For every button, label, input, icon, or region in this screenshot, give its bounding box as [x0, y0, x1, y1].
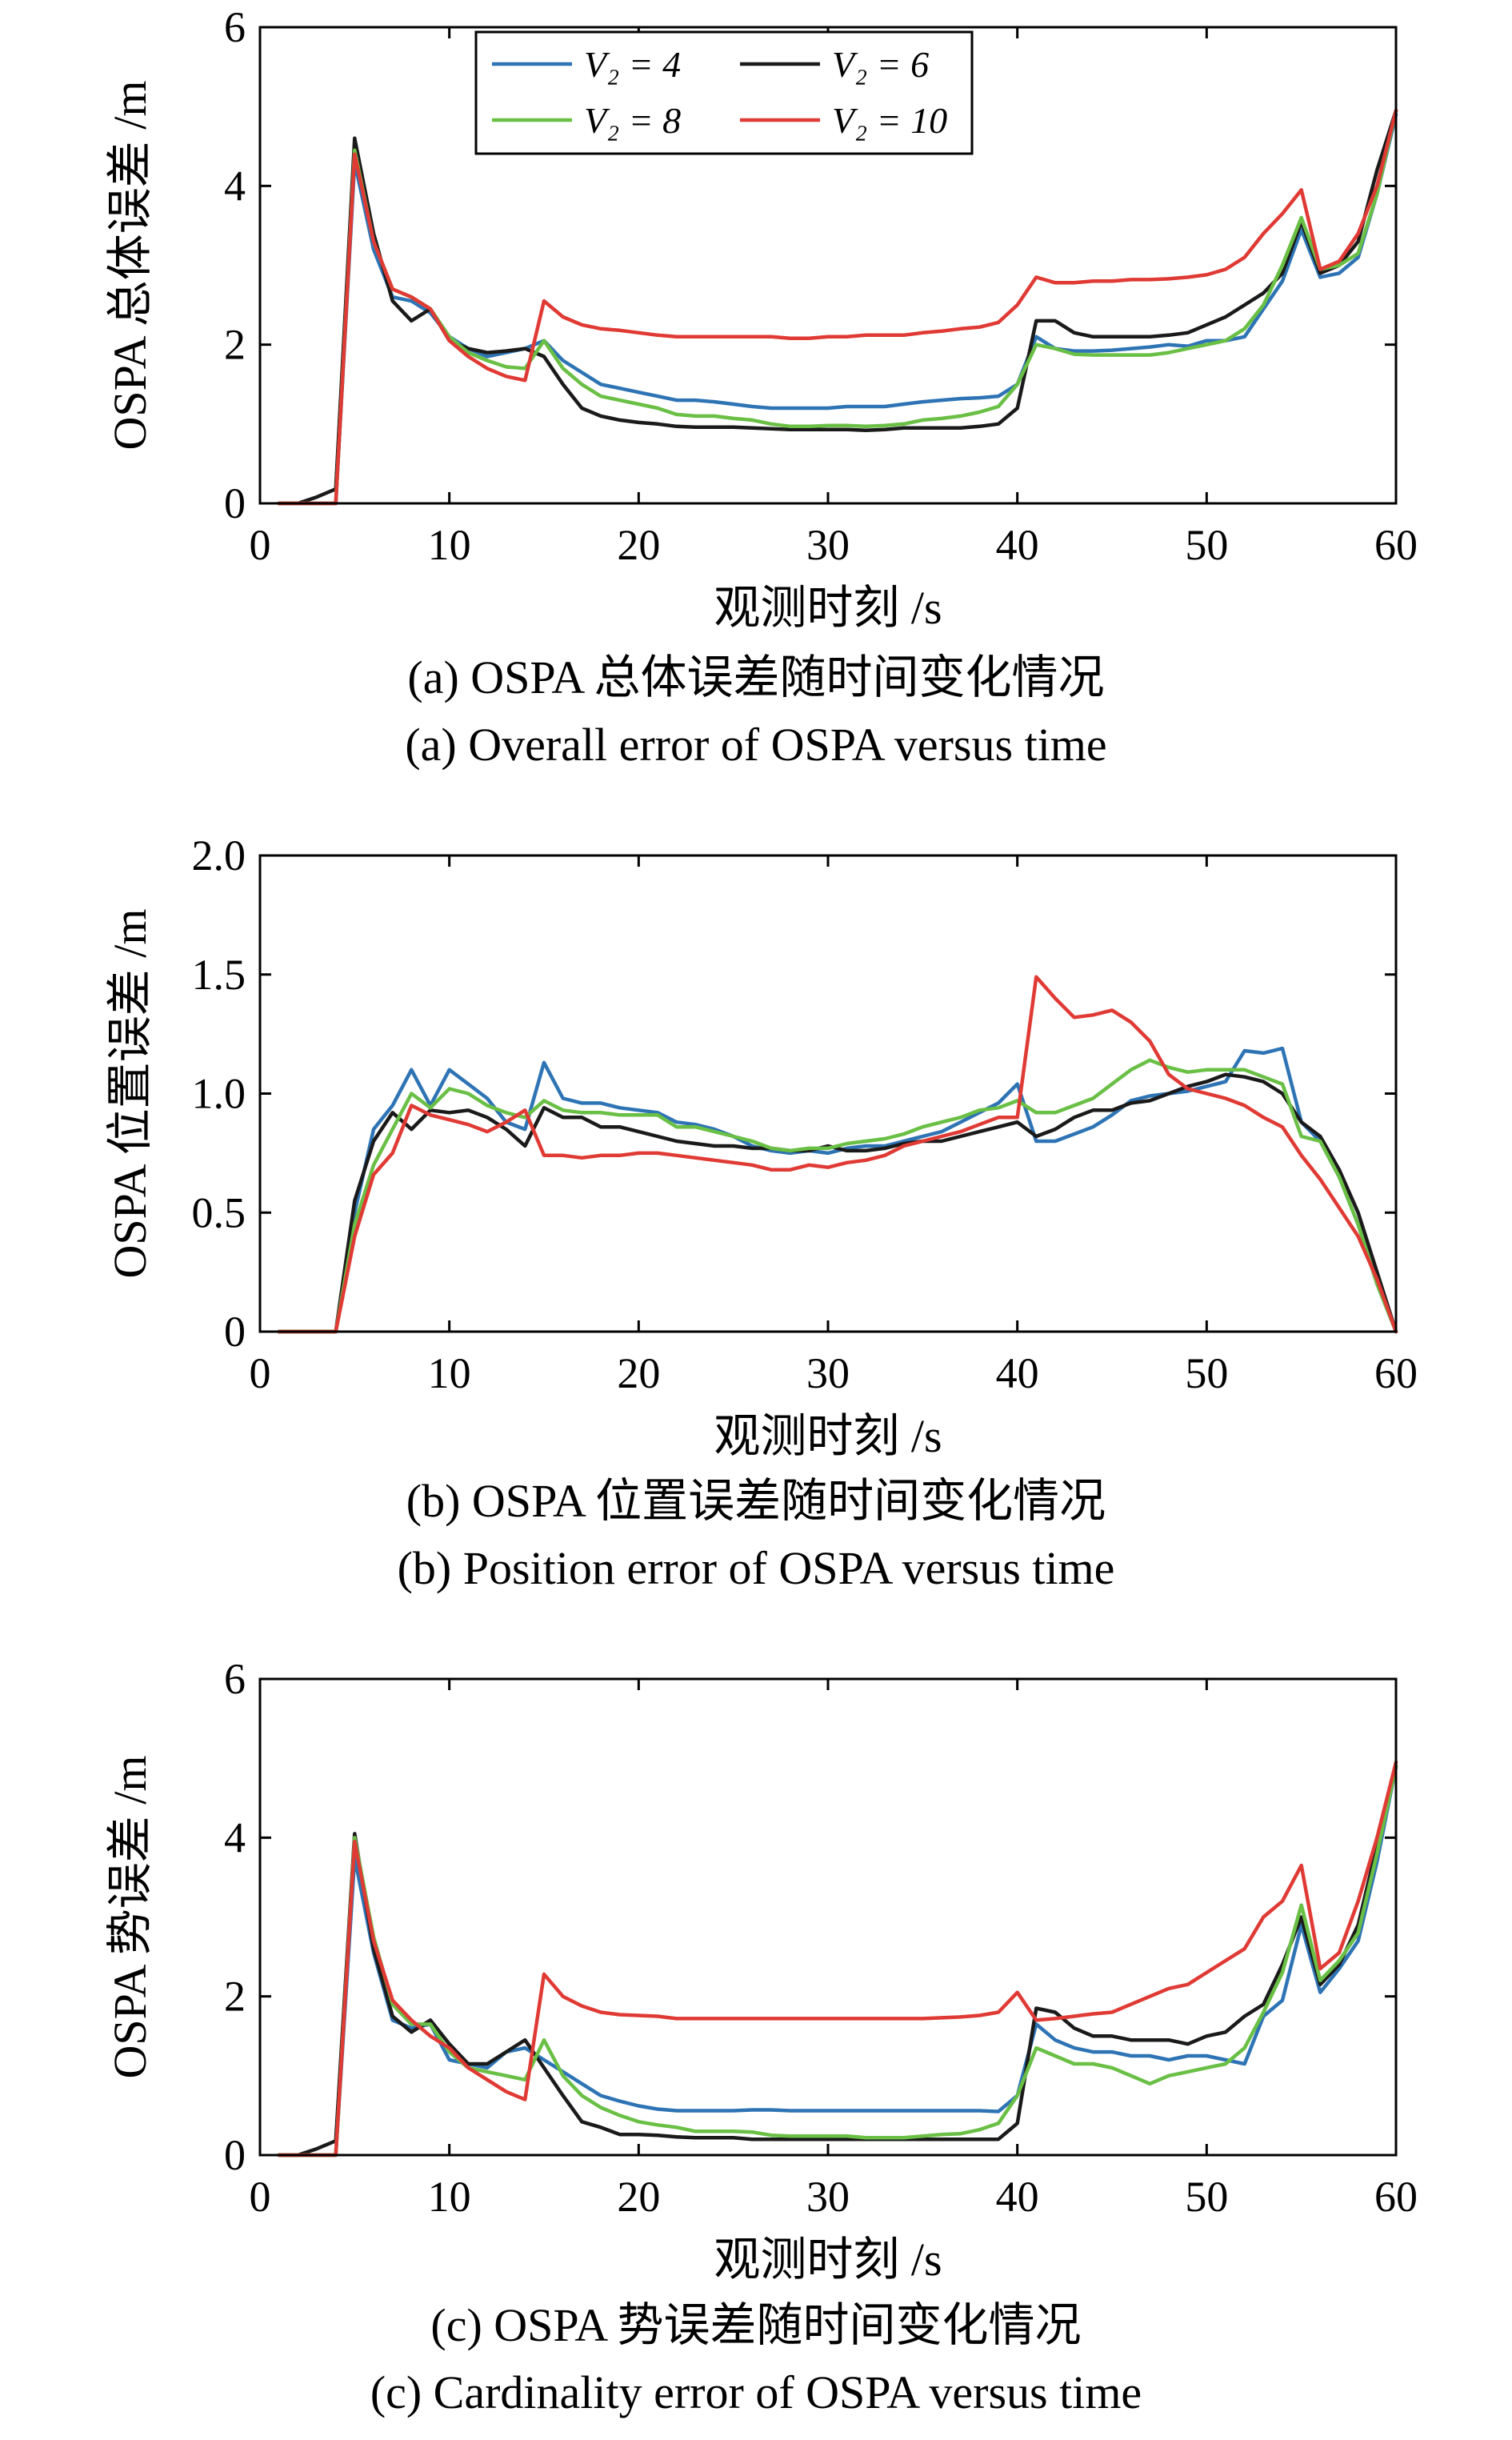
caption-c-english: (c) Cardinality error of OSPA versus tim… — [370, 2366, 1142, 2418]
x-tick-label: 30 — [806, 521, 850, 569]
x-tick-label: 20 — [617, 2173, 660, 2221]
x-tick-label: 50 — [1185, 1349, 1228, 1397]
x-tick-label: 10 — [428, 521, 471, 569]
y-tick-label: 4 — [224, 162, 246, 210]
cardinality-error-x-axis-label: 观测时刻 /s — [714, 2234, 942, 2286]
cardinality-error-line-v2-6 — [277, 1764, 1398, 2158]
position-error-series-group — [277, 975, 1398, 1334]
x-tick-label: 10 — [428, 2173, 471, 2221]
x-tick-label: 20 — [617, 521, 660, 569]
x-tick-label: 0 — [250, 2173, 271, 2221]
overall-error-y-axis-label: OSPA 总体误差 /m — [104, 81, 156, 451]
overall-error-ticks: 0 10 20 30 40 50 60 0 2 4 6 — [224, 3, 1418, 569]
x-tick-label: 10 — [428, 1349, 471, 1397]
y-tick-label: 0.5 — [192, 1188, 246, 1236]
position-error-line-v2-10 — [277, 975, 1398, 1334]
y-tick-label: 6 — [224, 1655, 246, 1703]
position-error-y-axis-label: OSPA 位置误差 /m — [104, 909, 156, 1279]
y-tick-label: 0 — [224, 2131, 246, 2179]
legend-label-v2-8: V₂ = 8 — [584, 100, 681, 141]
x-tick-label: 40 — [996, 521, 1039, 569]
y-tick-label: 2 — [224, 321, 246, 369]
y-tick-label: 2 — [224, 1973, 246, 2021]
position-error-line-v2-8 — [277, 1058, 1398, 1334]
x-tick-label: 60 — [1374, 1349, 1418, 1397]
legend-label-v2-4: V₂ = 4 — [584, 44, 681, 85]
x-tick-label: 40 — [996, 2173, 1039, 2221]
legend-frame — [474, 30, 974, 155]
x-tick-label: 40 — [996, 1349, 1039, 1397]
overall-error-line-v2-10 — [277, 108, 1398, 506]
position-error-line-v2-4 — [277, 1046, 1398, 1334]
y-tick-label: 4 — [224, 1813, 246, 1861]
cardinality-error-ticks: 0 10 20 30 40 50 60 0 2 4 6 — [224, 1655, 1418, 2221]
cardinality-error-line-v2-10 — [277, 1760, 1398, 2158]
x-tick-label: 0 — [250, 521, 271, 569]
panel-overall-error: 0 10 20 30 40 50 60 0 2 4 6 OSPA 总体误差 /m 观测时刻 /s V… — [104, 3, 1418, 634]
caption-b-chinese: (b) OSPA 位置误差随时间变化情况 — [406, 1475, 1106, 1527]
y-tick-label: 1.0 — [192, 1070, 246, 1118]
cardinality-error-y-axis-label: OSPA 势误差 /m — [104, 1756, 156, 2079]
overall-error-x-axis-label: 观测时刻 /s — [714, 582, 942, 634]
x-tick-label: 30 — [806, 1349, 850, 1397]
x-tick-label: 50 — [1185, 2173, 1228, 2221]
x-tick-label: 30 — [806, 2173, 850, 2221]
position-error-line-v2-6 — [277, 1072, 1398, 1334]
y-tick-label: 0 — [224, 1308, 246, 1356]
cardinality-error-axes-frame — [258, 1677, 1398, 2157]
overall-error-series-group — [277, 108, 1398, 506]
x-tick-label: 60 — [1374, 521, 1418, 569]
y-tick-label: 1.5 — [192, 951, 246, 999]
caption-b-english: (b) Position error of OSPA versus time — [397, 1542, 1115, 1594]
legend-label-v2-6: V₂ = 6 — [832, 44, 929, 85]
x-tick-label: 60 — [1374, 2173, 1418, 2221]
legend-label-v2-10: V₂ = 10 — [832, 100, 947, 141]
y-tick-label: 0 — [224, 479, 246, 527]
caption-a-chinese: (a) OSPA 总体误差随时间变化情况 — [407, 651, 1105, 703]
x-tick-label: 0 — [250, 1349, 271, 1397]
caption-c-chinese: (c) OSPA 势误差随时间变化情况 — [430, 2299, 1082, 2351]
overall-error-line-v2-6 — [277, 108, 1398, 506]
position-error-axes-frame — [258, 854, 1398, 1333]
x-tick-label: 50 — [1185, 521, 1228, 569]
overall-error-line-v2-4 — [277, 112, 1398, 506]
x-tick-label: 20 — [617, 1349, 660, 1397]
panel-cardinality-error: 0 10 20 30 40 50 60 0 2 4 6 OSPA 势误差 /m 观测时刻 /s — [104, 1655, 1418, 2286]
y-tick-label: 6 — [224, 3, 246, 51]
overall-error-line-v2-8 — [277, 108, 1398, 506]
position-error-ticks: 0 10 20 30 40 50 60 0 0.5 1.0 1.5 2.0 — [192, 831, 1418, 1397]
chart-legend: V₂ = 4 V₂ = 6 V₂ = 8 V₂ = 10 — [474, 30, 974, 155]
cardinality-error-series-group — [277, 1760, 1398, 2158]
y-tick-label: 2.0 — [192, 831, 246, 879]
position-error-x-axis-label: 观测时刻 /s — [714, 1410, 942, 1462]
caption-a-english: (a) Overall error of OSPA versus time — [405, 719, 1107, 771]
